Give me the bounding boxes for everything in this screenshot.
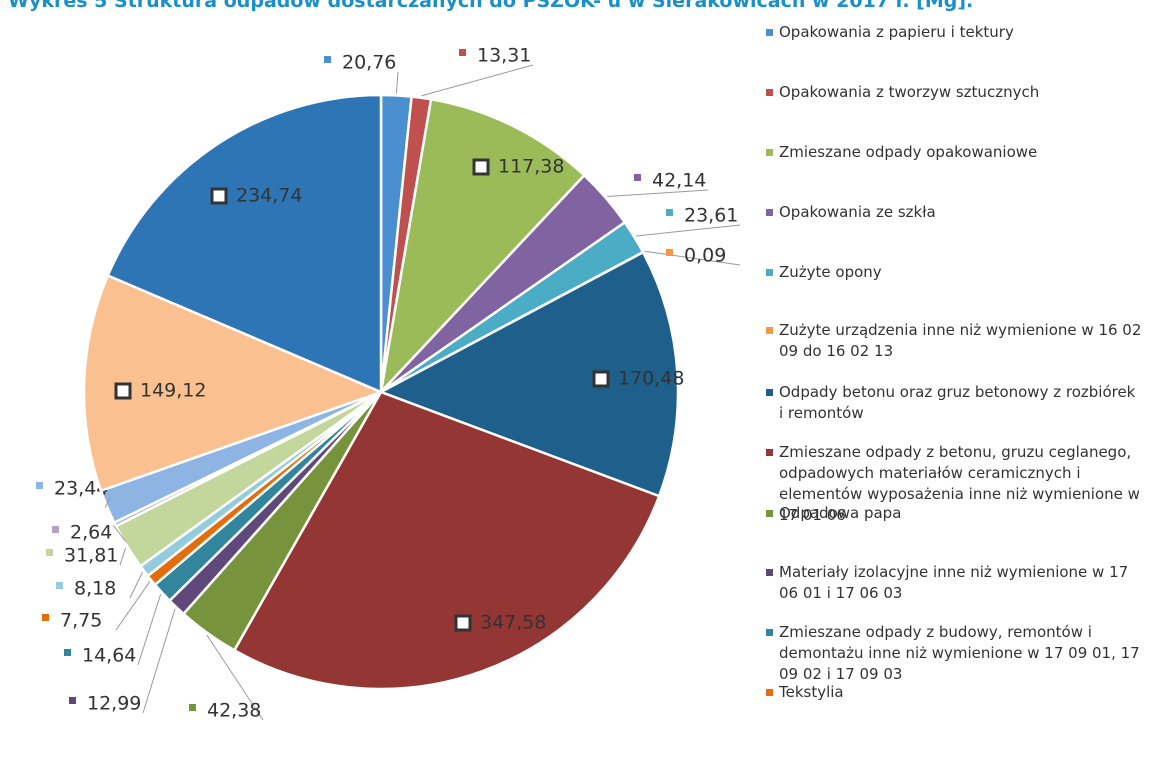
leader-line <box>644 250 741 266</box>
data-label: 23,61 <box>684 205 738 227</box>
legend-label: Zmieszane odpady opakowaniowe <box>779 143 1038 161</box>
label-marker <box>46 549 53 556</box>
legend-item: Opakowania z tworzyw sztucznych <box>766 82 1144 103</box>
legend-item: Opakowania ze szkła <box>766 202 1144 223</box>
legend-swatch <box>766 149 773 156</box>
pie-slice <box>379 97 586 396</box>
legend-item: Materiały izolacyjne inne niż wymienione… <box>766 562 1144 604</box>
pie-slice <box>106 93 383 394</box>
label-marker <box>472 158 490 176</box>
legend-item: Zużyte urządzenia inne niż wymienione w … <box>766 320 1144 362</box>
data-label: 2,64 <box>70 522 112 544</box>
data-label: 31,81 <box>64 545 118 567</box>
label-marker <box>52 526 59 533</box>
legend-swatch <box>766 689 773 696</box>
data-label: 23,44 <box>54 478 108 500</box>
pie-slice <box>377 250 680 498</box>
leader-line <box>421 64 534 97</box>
legend-label: Zmieszane odpady z budowy, remontów i de… <box>779 623 1140 683</box>
label-marker <box>666 249 673 256</box>
legend-label: Odpadowa papa <box>779 504 902 522</box>
label-marker <box>210 187 228 205</box>
leader-line <box>112 524 127 543</box>
legend-swatch <box>766 269 773 276</box>
legend-item: Zmieszane odpady z betonu, gruzu ceglane… <box>766 442 1144 526</box>
legend-swatch <box>766 327 773 334</box>
legend-swatch <box>766 449 773 456</box>
legend-item: Odpady betonu oraz gruz betonowy z rozbi… <box>766 382 1144 424</box>
label-marker <box>189 704 196 711</box>
data-label: 170,48 <box>618 368 684 390</box>
legend-item: Zmieszane odpady opakowaniowe <box>766 142 1144 163</box>
leader-line <box>115 581 151 631</box>
leader-line <box>137 593 162 666</box>
label-marker <box>64 649 71 656</box>
label-marker <box>42 614 49 621</box>
legend-label: Tekstylia <box>779 683 844 701</box>
legend-item: Zużyte opony <box>766 262 1144 283</box>
data-label: 0,09 <box>684 245 726 267</box>
label-marker <box>56 582 63 589</box>
leader-line <box>395 71 399 94</box>
legend-swatch <box>766 510 773 517</box>
label-marker <box>454 614 472 632</box>
pie-slice <box>82 273 385 493</box>
data-label: 8,18 <box>74 578 116 600</box>
data-label: 234,74 <box>236 185 302 207</box>
data-label: 42,14 <box>652 170 706 192</box>
leader-line <box>607 189 709 198</box>
pie-area: 20,76 13,31 117,38 42,14 23,61 0,09 170,48 347,… <box>36 45 741 722</box>
chart-title: Wykres 5 Struktura odpadów dostarczanych… <box>8 0 974 12</box>
legend-swatch <box>766 209 773 216</box>
leader-line <box>636 224 741 237</box>
label-marker <box>459 49 466 56</box>
legend-item: Odpadowa papa <box>766 503 1144 524</box>
legend-swatch <box>766 629 773 636</box>
data-label: 149,12 <box>140 380 206 402</box>
legend-label: Materiały izolacyjne inne niż wymienione… <box>779 563 1129 602</box>
pie-slice <box>232 390 661 691</box>
label-marker <box>634 174 641 181</box>
leader-line <box>129 572 143 599</box>
legend-label: Opakowania z tworzyw sztucznych <box>779 83 1040 101</box>
leader-line <box>104 497 111 508</box>
label-marker <box>324 56 331 63</box>
data-label: 117,38 <box>498 156 564 178</box>
label-marker <box>114 382 132 400</box>
legend-label: Opakowania ze szkła <box>779 203 936 221</box>
legend-swatch <box>766 389 773 396</box>
legend-item: Tekstylia <box>766 682 1144 703</box>
label-marker <box>69 697 76 704</box>
legend-swatch <box>766 29 773 36</box>
legend-swatch <box>766 569 773 576</box>
legend-label: Zużyte opony <box>779 263 882 281</box>
legend-item: Zmieszane odpady z budowy, remontów i de… <box>766 622 1144 685</box>
label-marker <box>592 370 610 388</box>
data-label: 14,64 <box>82 645 136 667</box>
leader-line <box>119 547 127 566</box>
data-label: 347,58 <box>480 612 546 634</box>
label-marker <box>36 482 43 489</box>
leader-line <box>206 634 264 721</box>
legend-label: Zmieszane odpady z betonu, gruzu ceglane… <box>779 443 1140 524</box>
data-label: 13,31 <box>477 45 531 67</box>
legend-label: Opakowania z papieru i tektury <box>779 23 1014 41</box>
leader-line <box>142 608 176 714</box>
data-label: 42,38 <box>207 700 261 722</box>
legend-item: Opakowania z papieru i tektury <box>766 22 1144 43</box>
legend-label: Odpady betonu oraz gruz betonowy z rozbi… <box>779 383 1136 422</box>
legend-label: Zużyte urządzenia inne niż wymienione w … <box>779 321 1142 360</box>
label-marker <box>666 209 673 216</box>
data-label: 12,99 <box>87 693 141 715</box>
legend-swatch <box>766 89 773 96</box>
data-label: 7,75 <box>60 610 102 632</box>
data-label: 20,76 <box>342 52 396 74</box>
